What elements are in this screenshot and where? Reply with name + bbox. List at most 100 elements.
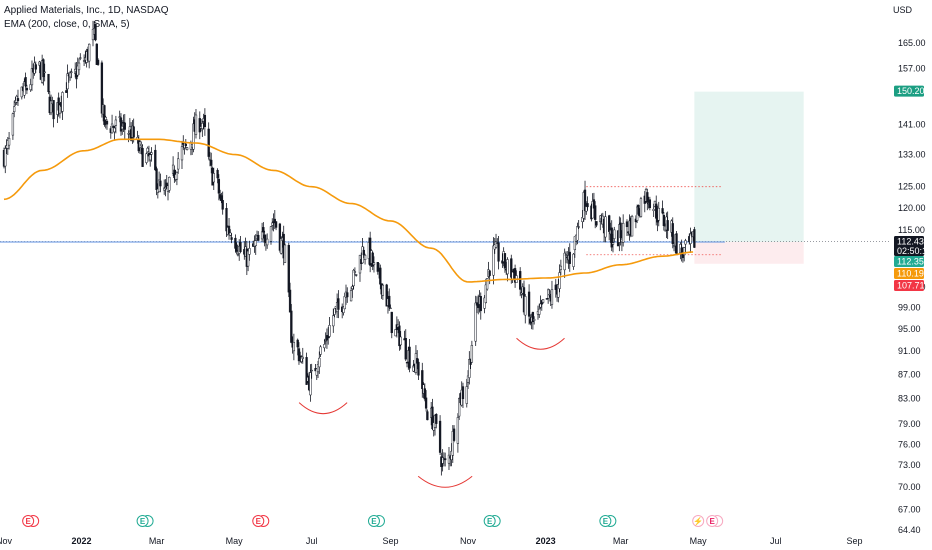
candle-body bbox=[648, 199, 652, 208]
candle-body bbox=[346, 292, 349, 298]
candle-body bbox=[355, 274, 358, 276]
candle-body bbox=[577, 226, 580, 228]
candle-body bbox=[568, 251, 571, 264]
price-tag-last bbox=[894, 236, 924, 256]
ema-200-line bbox=[3, 138, 694, 283]
y-tick-label: 115.00 bbox=[898, 225, 925, 235]
candle-body bbox=[661, 208, 664, 214]
candle-body bbox=[23, 81, 26, 96]
candle-body bbox=[154, 149, 157, 171]
candle-body bbox=[379, 267, 382, 285]
candle-body bbox=[155, 168, 158, 190]
indicator-legend[interactable]: EMA (200, close, 0, SMA, 5) bbox=[4, 19, 130, 30]
dividend-event-icon[interactable]: ⚡ bbox=[692, 515, 705, 527]
candle-body bbox=[290, 310, 293, 343]
candle-body bbox=[333, 308, 336, 315]
candles bbox=[2, 20, 696, 476]
event-label: E bbox=[603, 517, 609, 526]
candle-body bbox=[583, 189, 587, 211]
candle-body bbox=[119, 117, 123, 132]
candle-body bbox=[185, 147, 189, 151]
earnings-event-icon[interactable]: E bbox=[367, 515, 385, 527]
candle-body bbox=[77, 62, 81, 71]
candle-body bbox=[236, 254, 240, 256]
candle-body bbox=[235, 244, 238, 252]
candle-body bbox=[494, 241, 498, 248]
y-tick-label: 79.00 bbox=[898, 419, 921, 429]
price-tag-stop bbox=[894, 280, 924, 291]
candle-body bbox=[145, 153, 148, 163]
candle-body bbox=[207, 128, 210, 157]
candle-body bbox=[283, 244, 287, 263]
earnings-event-icon[interactable]: E bbox=[706, 515, 724, 527]
candle-body bbox=[479, 296, 482, 312]
candle-body bbox=[210, 159, 213, 166]
candle-body bbox=[452, 428, 456, 441]
candle-body bbox=[310, 369, 313, 372]
y-tick-label: 73.00 bbox=[898, 460, 921, 470]
candle-body bbox=[221, 199, 224, 210]
y-tick-label: 95.00 bbox=[898, 324, 921, 334]
candle-body bbox=[11, 113, 15, 136]
x-tick-label: Sep bbox=[847, 536, 863, 546]
candle-body bbox=[613, 229, 616, 239]
countdown-label: 02:50:12 bbox=[897, 246, 932, 256]
candle-body bbox=[408, 346, 411, 369]
candle-body bbox=[88, 43, 91, 62]
candle-body bbox=[254, 240, 257, 246]
candle-body bbox=[287, 244, 290, 293]
candle-body bbox=[646, 192, 649, 203]
candle-body bbox=[123, 122, 126, 130]
candle-body bbox=[533, 318, 536, 321]
ema-line bbox=[3, 138, 694, 283]
earnings-event-icon[interactable]: E bbox=[483, 515, 501, 527]
candle-body bbox=[451, 431, 454, 456]
x-tick-label: Jul bbox=[306, 536, 318, 546]
candle-body bbox=[390, 311, 393, 334]
candle-body bbox=[572, 253, 575, 267]
candle-body bbox=[13, 106, 16, 113]
event-label: E bbox=[487, 517, 493, 526]
x-tick-label: 2022 bbox=[72, 536, 92, 546]
candle-body bbox=[405, 361, 409, 364]
y-tick-label: 67.00 bbox=[898, 505, 921, 515]
pattern-arcs bbox=[298, 337, 565, 488]
y-tick-label: 157.00 bbox=[898, 64, 926, 74]
earnings-event-icon[interactable]: E bbox=[22, 515, 40, 527]
earnings-event-icon[interactable]: E bbox=[136, 515, 154, 527]
candle-body bbox=[666, 220, 669, 231]
candle-body bbox=[652, 208, 655, 212]
candle-body bbox=[16, 98, 20, 102]
candle-body bbox=[353, 271, 357, 273]
candle-body bbox=[319, 346, 322, 355]
x-tick-label: Nov bbox=[0, 536, 12, 546]
candle-body bbox=[201, 123, 204, 129]
price-tag-ema bbox=[894, 268, 924, 279]
candle-body bbox=[104, 116, 107, 120]
y-tick-label: 125.00 bbox=[898, 182, 926, 192]
event-markers[interactable]: E E E E E E ⚡ E bbox=[22, 515, 724, 527]
candle-body bbox=[305, 357, 308, 385]
candle-body bbox=[604, 216, 607, 238]
x-tick-label: Jul bbox=[770, 536, 782, 546]
price-tag-value: 112.43 bbox=[897, 237, 924, 247]
price-tag-entry bbox=[894, 256, 924, 267]
candle-body bbox=[7, 138, 11, 146]
event-label: E bbox=[140, 517, 146, 526]
event-label: E bbox=[25, 517, 31, 526]
candle-body bbox=[318, 357, 321, 368]
earnings-event-icon[interactable]: E bbox=[599, 515, 617, 527]
candle-body bbox=[65, 90, 68, 93]
y-tick-label: 83.00 bbox=[898, 394, 921, 404]
candle-body bbox=[146, 147, 149, 152]
candle-body bbox=[132, 126, 135, 138]
candle-body bbox=[105, 120, 109, 125]
x-tick-label: May bbox=[226, 536, 244, 546]
candle-body bbox=[323, 344, 326, 349]
symbol-title[interactable]: Applied Materials, Inc., 1D, NASDAQ bbox=[4, 5, 169, 16]
candle-body bbox=[297, 348, 301, 362]
candle-body bbox=[388, 295, 391, 308]
earnings-event-icon[interactable]: E bbox=[252, 515, 270, 527]
